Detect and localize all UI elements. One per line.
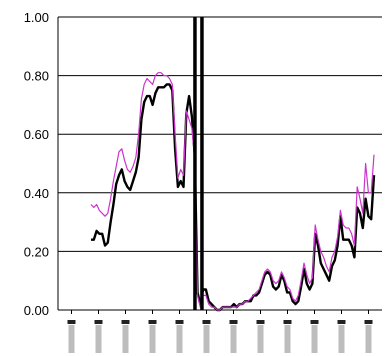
y-tick-label-2: 0.40 [24,186,49,201]
y-tick-labels: 0.00 0.20 0.40 0.60 0.80 1.00 [24,10,49,318]
x-tick-label-1 [95,325,102,353]
x-tick-label-11 [365,325,372,353]
x-tick-label-cap-1 [94,320,103,324]
x-tick-label-0 [68,325,75,353]
axes [57,17,382,311]
x-tick-label-9 [311,325,318,353]
x-tick-labels [67,310,373,353]
vertical-markers [193,17,204,310]
grid-lines [58,16,382,252]
x-tick-label-6 [230,325,237,353]
x-tick-label-cap-10 [337,320,346,324]
x-tick-label-cap-0 [67,320,76,324]
x-tick-label-8 [284,325,291,353]
x-tick-label-cap-11 [364,320,373,324]
x-tick-label-cap-3 [148,320,157,324]
y-tick-label-0: 0.00 [24,303,49,318]
x-tick-label-cap-5 [202,320,211,324]
y-tick-label-3: 0.60 [24,127,49,142]
series-line-1 [90,72,375,311]
x-tick-label-cap-4 [175,320,184,324]
x-tick-label-cap-7 [256,320,265,324]
x-tick-label-4 [176,325,183,353]
y-tick-label-5: 1.00 [24,10,49,25]
series-line-0 [91,83,376,312]
x-tick-label-3 [149,325,156,353]
x-tick-label-5 [203,325,210,353]
x-tick-label-cap-9 [310,320,319,324]
x-tick-label-cap-2 [121,320,130,324]
x-tick-label-7 [257,325,264,353]
y-tick-label-4: 0.80 [24,69,49,84]
x-tick-label-cap-6 [229,320,238,324]
y-tick-label-1: 0.20 [24,244,49,259]
series-lines [90,72,376,312]
x-tick-label-2 [122,325,129,353]
x-tick-label-cap-8 [283,320,292,324]
x-tick-label-10 [338,325,345,353]
